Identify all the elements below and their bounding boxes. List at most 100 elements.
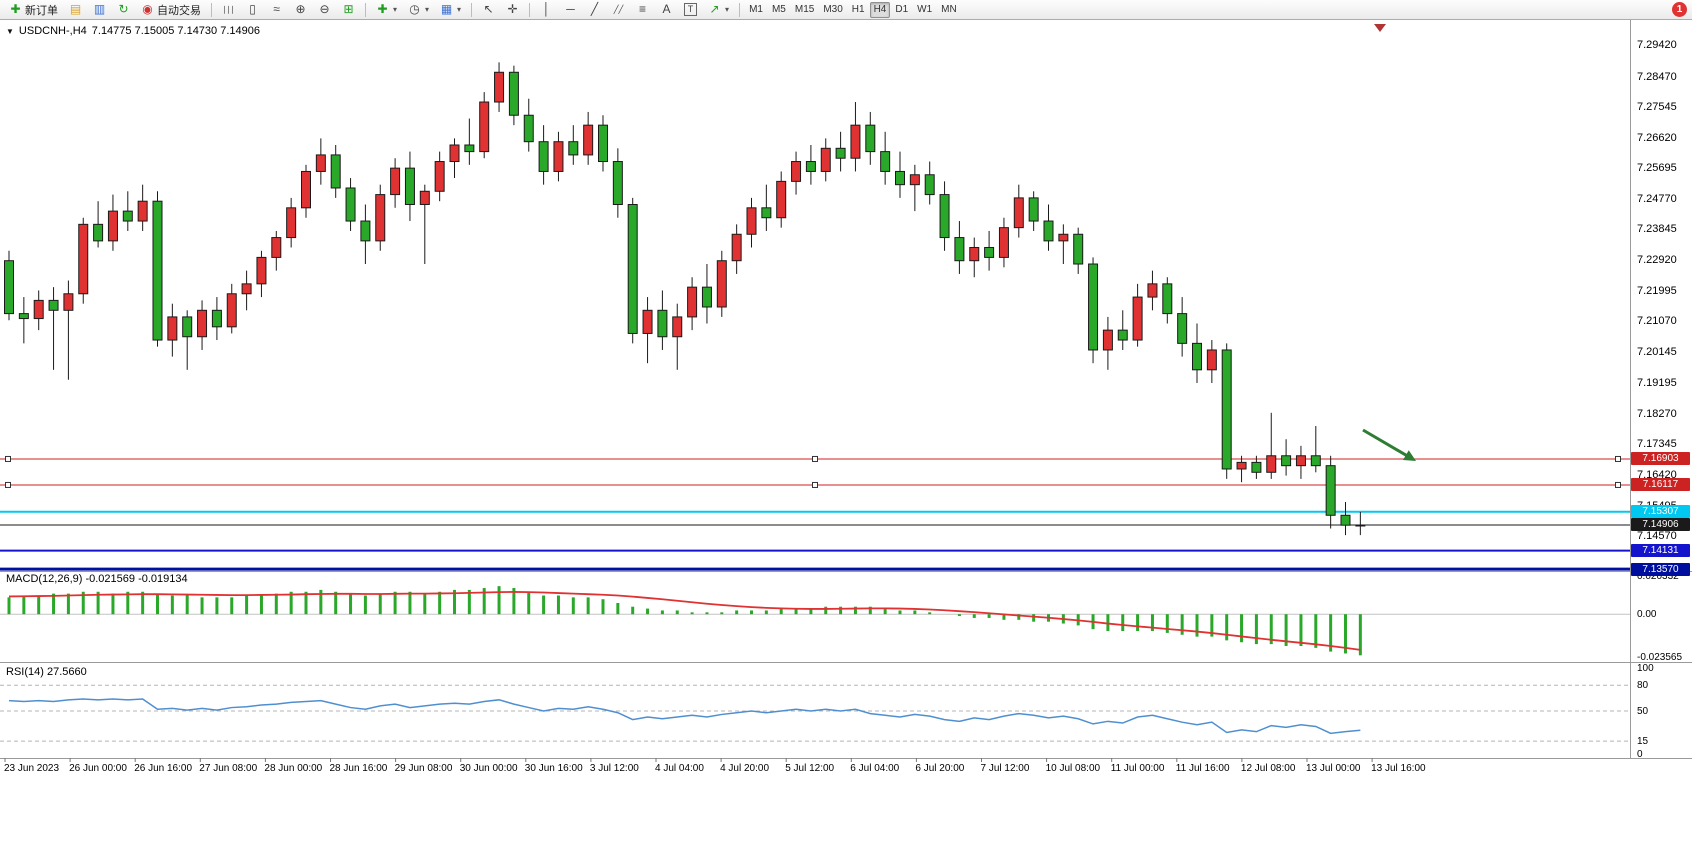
candle-body bbox=[538, 141, 549, 172]
crosshair-button[interactable]: ✛ bbox=[501, 1, 524, 18]
trendline-tool-button[interactable]: ╱ bbox=[583, 1, 606, 18]
time-axis-label: 26 Jun 16:00 bbox=[134, 763, 193, 774]
price-axis-label: 7.17345 bbox=[1637, 438, 1677, 451]
new-order-button[interactable]: ✚ 新订单 bbox=[4, 1, 63, 18]
candle-body bbox=[1192, 342, 1202, 371]
candle-body bbox=[301, 170, 311, 209]
timeframe-mn-button[interactable]: MN bbox=[937, 2, 961, 18]
vertical-line-tool-button[interactable]: │ bbox=[535, 1, 558, 18]
templates-button[interactable]: ▦ ▾ bbox=[435, 1, 466, 18]
candle-body bbox=[63, 293, 74, 311]
toolbar-separator bbox=[529, 2, 531, 17]
channel-tool-icon: ╱╱ bbox=[613, 5, 624, 14]
time-axis-label: 29 Jun 08:00 bbox=[394, 763, 453, 774]
candlestick-mode-icon: ▯ bbox=[249, 2, 256, 16]
candle-body bbox=[805, 161, 816, 172]
price-tag-7.16117: 7.16117 bbox=[1631, 478, 1690, 492]
arrows-tool-button[interactable]: ↗ ▾ bbox=[703, 1, 734, 18]
autotrade-label: 自动交易 bbox=[157, 4, 201, 17]
line-handle[interactable] bbox=[5, 481, 11, 488]
cursor-icon: ↖ bbox=[483, 2, 494, 16]
timeframe-w1-button[interactable]: W1 bbox=[913, 2, 936, 18]
time-axis-label: 6 Jul 04:00 bbox=[850, 763, 900, 774]
timeframe-m5-button[interactable]: M5 bbox=[768, 2, 790, 18]
indicators-button[interactable]: ✚ ▾ bbox=[371, 1, 402, 18]
candle-body bbox=[939, 194, 950, 239]
candle-body bbox=[954, 237, 965, 262]
timeframe-m30-button[interactable]: M30 bbox=[819, 2, 846, 18]
text-tool-button[interactable]: A bbox=[655, 1, 678, 18]
bar-chart-mode-icon: ∣∣∣ bbox=[222, 5, 235, 14]
macd-signal-line bbox=[8, 591, 1361, 651]
candle-body bbox=[137, 200, 148, 222]
timeframe-d1-button[interactable]: D1 bbox=[891, 2, 912, 18]
refresh-button[interactable]: ↻ bbox=[112, 1, 135, 18]
time-axis-label: 13 Jul 00:00 bbox=[1306, 763, 1361, 774]
price-axis-label: 7.16420 bbox=[1637, 468, 1677, 481]
candle-body bbox=[850, 124, 861, 159]
horizontal-line-tool-button[interactable]: ─ bbox=[559, 1, 582, 18]
candlestick-mode-button[interactable]: ▯ bbox=[241, 1, 264, 18]
candle-body bbox=[330, 154, 341, 189]
chart-shift-marker-icon[interactable] bbox=[1374, 24, 1386, 32]
line-handle[interactable] bbox=[1615, 481, 1621, 488]
line-chart-mode-button[interactable]: ≈ bbox=[265, 1, 288, 18]
channel-tool-button[interactable]: ╱╱ bbox=[607, 1, 630, 18]
candle-body bbox=[1058, 233, 1069, 242]
candle-body bbox=[776, 180, 787, 219]
candle-body bbox=[226, 293, 237, 328]
line-handle[interactable] bbox=[812, 481, 818, 488]
price-axis-label: 7.24770 bbox=[1637, 192, 1677, 205]
dropdown-arrow-icon: ▾ bbox=[457, 5, 462, 14]
candle-body bbox=[909, 174, 920, 186]
rsi-axis-label: 50 bbox=[1637, 706, 1649, 717]
vertical-line-tool-icon: │ bbox=[542, 2, 551, 16]
trend-arrow-annotation[interactable] bbox=[1362, 428, 1410, 459]
trendline-tool-icon: ╱ bbox=[590, 2, 599, 16]
cursor-button[interactable]: ↖ bbox=[477, 1, 500, 18]
macd-indicator-label: MACD(12,26,9) -0.021569 -0.019134 bbox=[6, 573, 188, 585]
timeframe-m1-button[interactable]: M1 bbox=[745, 2, 767, 18]
fibonacci-tool-button[interactable]: ≡ bbox=[631, 1, 654, 18]
tile-windows-button[interactable]: ⊞ bbox=[337, 1, 360, 18]
candle-body bbox=[48, 299, 59, 311]
candle-body bbox=[731, 233, 742, 262]
zoom-out-button[interactable]: ⊖ bbox=[313, 1, 336, 18]
fibonacci-tool-icon: ≡ bbox=[639, 2, 647, 16]
periods-icon: ◷ bbox=[409, 2, 420, 16]
macd-axis-label: -0.023565 bbox=[1637, 652, 1683, 663]
candle-body bbox=[197, 309, 208, 338]
candle-body bbox=[1088, 263, 1099, 351]
time-axis-label: 11 Jul 00:00 bbox=[1110, 763, 1165, 774]
candle-body bbox=[1310, 455, 1321, 467]
periods-button[interactable]: ◷ ▾ bbox=[403, 1, 434, 18]
candle-body bbox=[1162, 283, 1173, 315]
candle-body bbox=[449, 144, 460, 163]
candle-body bbox=[1206, 349, 1217, 371]
line-handle[interactable] bbox=[812, 455, 818, 462]
candle-body bbox=[404, 167, 415, 206]
text-label-tool-icon: T bbox=[684, 3, 698, 16]
crosshair-icon: ✛ bbox=[507, 2, 518, 16]
timeframe-m15-button[interactable]: M15 bbox=[791, 2, 818, 18]
notification-badge[interactable]: 1 bbox=[1672, 2, 1687, 17]
profiles-button[interactable]: ▥ bbox=[88, 1, 111, 18]
candle-body bbox=[553, 141, 564, 172]
timeframe-h1-button[interactable]: H1 bbox=[848, 2, 869, 18]
price-tag-7.14906: 7.14906 bbox=[1631, 518, 1690, 532]
text-label-tool-button[interactable]: T bbox=[679, 1, 702, 18]
one-click-trading-collapse-icon[interactable]: ▼ bbox=[6, 26, 14, 36]
market-watch-button[interactable]: ▤ bbox=[64, 1, 87, 18]
autotrade-button[interactable]: ◉ 自动交易 bbox=[136, 1, 206, 18]
candle-body bbox=[271, 237, 282, 258]
zoom-in-icon: ⊕ bbox=[295, 2, 306, 16]
bar-chart-mode-button[interactable]: ∣∣∣ bbox=[217, 1, 240, 18]
price-axis-label: 7.28470 bbox=[1637, 70, 1677, 83]
candle-body bbox=[182, 316, 193, 338]
line-handle[interactable] bbox=[5, 455, 11, 462]
zoom-in-button[interactable]: ⊕ bbox=[289, 1, 312, 18]
line-handle[interactable] bbox=[1615, 455, 1621, 462]
timeframe-h4-button[interactable]: H4 bbox=[869, 1, 891, 18]
rsi-line bbox=[8, 698, 1361, 735]
